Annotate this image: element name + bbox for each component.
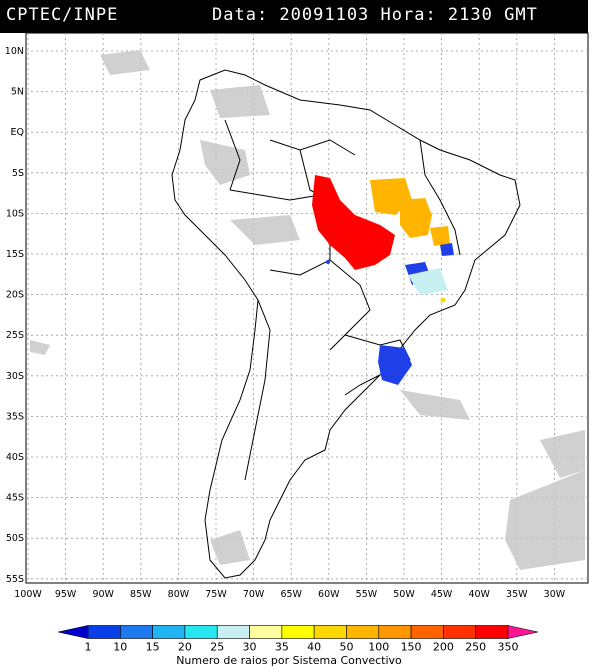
colorbar-segment <box>346 625 380 639</box>
colorbar-segment <box>410 625 444 639</box>
longitude-labels: 100W 95W 90W 85W 80W 75W 70W 65W 60W 55W 50W 45W 40W… <box>14 589 566 600</box>
colorbar-segment <box>87 625 121 639</box>
lat-tick-label: 45S <box>6 493 24 504</box>
lat-tick-label: 20S <box>6 290 24 301</box>
colorbar-label: 150 <box>401 641 422 654</box>
colorbar-label: 100 <box>368 641 389 654</box>
colorbar-segment <box>281 625 315 639</box>
border-colombia-ecuador <box>224 119 241 191</box>
cloud-south-atlantic-north <box>540 430 585 478</box>
lat-tick-label: 35S <box>6 411 24 422</box>
lat-lon-grid <box>26 33 588 583</box>
colorbar-segment <box>475 625 509 639</box>
source-label: CPTEC/INPE <box>6 5 119 25</box>
system-red-large <box>312 175 395 270</box>
map-frame <box>25 32 589 584</box>
colorbar-label: 10 <box>113 641 127 654</box>
cloud-south-atlantic <box>505 470 585 570</box>
colorbar-label: 350 <box>498 641 519 654</box>
colorbar-segment <box>443 625 476 639</box>
colorbar-label: 250 <box>465 641 486 654</box>
lat-tick-label: 5N <box>11 87 24 98</box>
cloud-peru <box>230 215 300 245</box>
colorbar-label: 200 <box>433 641 454 654</box>
lon-tick-label: 45W <box>431 589 453 600</box>
header-bar: CPTEC/INPE Data: 20091103 Hora: 2130 GMT <box>0 0 588 33</box>
lon-tick-label: 60W <box>318 589 340 600</box>
cloud-imagery <box>30 50 585 570</box>
convective-systems <box>312 175 454 385</box>
colorbar-segment <box>216 625 250 639</box>
lat-tick-label: 40S <box>6 452 24 463</box>
border-paraguay <box>329 259 371 351</box>
colorbar-title: Numero de raios por Sistema Convectivo <box>176 654 402 667</box>
lon-tick-label: 100W <box>14 589 42 600</box>
colorbar-label: 40 <box>307 641 321 654</box>
lat-tick-label: 15S <box>6 249 24 260</box>
colorbar-label: 20 <box>178 641 192 654</box>
colorbar-segment <box>120 625 153 639</box>
colorbar-segment <box>249 625 283 639</box>
lon-tick-label: 55W <box>356 589 378 600</box>
lat-tick-label: 10N <box>5 46 24 57</box>
colorbar: 1 10 15 20 25 30 35 40 50 100 150 200 250 350 <box>57 625 539 654</box>
lon-tick-label: 75W <box>205 589 227 600</box>
system-blue-south <box>378 345 412 385</box>
border-uruguay <box>344 374 381 396</box>
cloud-colombia <box>210 85 270 118</box>
lat-tick-label: EQ <box>11 127 24 138</box>
colorbar-label: 30 <box>243 641 257 654</box>
lat-tick-label: 30S <box>6 371 24 382</box>
lat-tick-label: 10S <box>6 208 24 219</box>
latitude-labels: 10N 5N EQ 5S 10S 15S 20S 25S 30S 35S 40S 45S 50S 55S <box>5 46 24 585</box>
colorbar-segment <box>184 625 218 639</box>
colorbar-label: 15 <box>146 641 160 654</box>
system-orange-mid <box>400 198 432 238</box>
colorbar-arrow-left <box>57 625 89 639</box>
lon-tick-label: 50W <box>393 589 415 600</box>
colorbar-segment <box>152 625 186 639</box>
lon-tick-label: 85W <box>130 589 152 600</box>
cloud-atlantic-mid <box>400 390 470 420</box>
lat-tick-label: 25S <box>6 330 24 341</box>
lon-tick-label: 65W <box>280 589 302 600</box>
system-blue-dot <box>326 260 330 264</box>
system-blue-east <box>440 243 454 256</box>
cloud-pacific-west <box>30 340 50 355</box>
colorbar-label: 35 <box>275 641 289 654</box>
lat-tick-label: 55S <box>6 574 24 585</box>
border-brazil-states <box>419 139 461 256</box>
colorbar-segment <box>378 625 412 639</box>
colorbar-segment <box>313 625 347 639</box>
cloud-amazon <box>200 140 250 185</box>
lon-tick-label: 95W <box>55 589 77 600</box>
continent-coastline <box>171 69 521 579</box>
lon-tick-label: 30W <box>544 589 566 600</box>
border-chile-argentina <box>244 299 271 481</box>
lon-tick-label: 40W <box>468 589 490 600</box>
datetime-label: Data: 20091103 Hora: 2130 GMT <box>212 5 538 25</box>
lon-tick-label: 35W <box>506 589 528 600</box>
lon-tick-label: 80W <box>168 589 190 600</box>
border-venezuela-colombia <box>269 139 356 156</box>
system-yellow-dot <box>440 297 446 303</box>
colorbar-label: 50 <box>339 641 353 654</box>
colorbar-label: 25 <box>210 641 224 654</box>
cloud-pacific-north <box>100 50 150 75</box>
system-orange-east <box>430 226 450 246</box>
cloud-patagonia <box>210 530 250 565</box>
colorbar-arrow-right <box>507 625 539 639</box>
colorbar-label: 1 <box>85 641 92 654</box>
lon-tick-label: 70W <box>243 589 265 600</box>
lon-tick-label: 90W <box>92 589 114 600</box>
lat-tick-label: 5S <box>12 168 24 179</box>
lat-tick-label: 50S <box>6 533 24 544</box>
system-cyan <box>408 268 448 295</box>
